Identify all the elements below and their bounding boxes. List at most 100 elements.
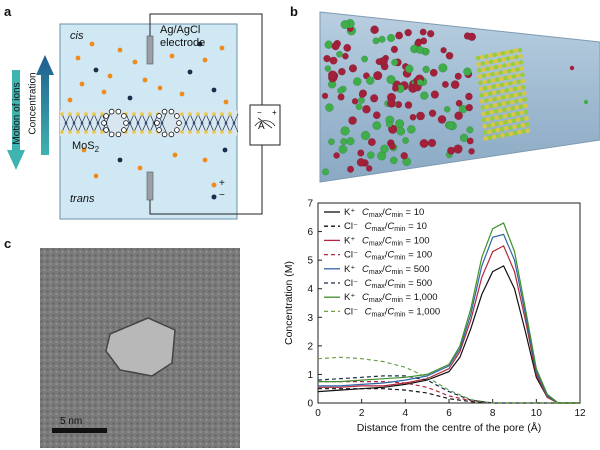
potassium-ion [396, 126, 406, 136]
slab-atom [523, 103, 528, 109]
potassium-ion [466, 126, 474, 134]
anion-dot [93, 67, 99, 73]
ammeter-icon [249, 104, 281, 146]
potassium-ion [385, 120, 393, 128]
slab-atom [518, 60, 524, 65]
pore-ion [168, 108, 175, 115]
pore-ion [121, 113, 127, 119]
slab-atom [494, 121, 500, 127]
y-axis-label: Concentration (M) [283, 261, 295, 345]
mo-atom [232, 121, 236, 125]
mos2-subscript: 2 [94, 145, 100, 155]
slab-atom [514, 98, 519, 104]
slab-atom [514, 105, 520, 110]
slab-atom [513, 48, 519, 54]
slab-atom [489, 65, 495, 71]
svg-text:−: − [257, 108, 262, 117]
slab-atom [521, 84, 526, 90]
sulfur-atom [92, 112, 96, 116]
anion-dot [222, 147, 228, 153]
slab-atom [513, 92, 519, 98]
x-axis-label: Distance from the centre of the pore (Å) [357, 421, 541, 434]
potassium-ion [367, 151, 375, 159]
slab-atom [502, 69, 508, 75]
slab-atom [488, 53, 493, 58]
slab-atom [522, 97, 528, 102]
slab-atom [495, 127, 501, 133]
cation-dot [202, 57, 208, 63]
sulfur-atom [132, 130, 136, 134]
chloride-ion [370, 94, 379, 103]
chloride-ion [373, 71, 383, 81]
chloride-ion [419, 139, 429, 148]
y-tick-label: 6 [307, 227, 313, 238]
sulfur-atom [84, 112, 88, 116]
simulation-image [319, 11, 600, 183]
mo-atom [184, 121, 188, 125]
potassium-ion [328, 138, 335, 146]
slab-atom [499, 126, 505, 132]
series-line [318, 388, 580, 404]
slab-atom [492, 52, 498, 58]
chloride-ion [445, 51, 454, 60]
svg-text:+: + [272, 108, 277, 117]
sulfur-atom [180, 112, 184, 116]
legend-label: K⁺ Cmax/Cmin = 100 [344, 235, 430, 247]
slab-atom [482, 123, 487, 129]
potassium-ion [404, 64, 414, 74]
potassium-ion [391, 58, 399, 66]
slab-atom [523, 109, 529, 115]
slab-atom [519, 110, 525, 116]
anion-legend-label: − [219, 190, 225, 201]
chloride-ion [329, 56, 338, 65]
cation-dot [137, 165, 143, 171]
scale-bar [52, 428, 107, 433]
chloride-ion [321, 92, 329, 100]
chloride-ion [400, 151, 408, 160]
chloride-ion [454, 72, 462, 80]
sulfur-atom [188, 130, 192, 134]
bottom-electrode [146, 171, 154, 201]
slab-atom [476, 68, 482, 73]
concentration-label: Concentration [27, 72, 39, 135]
sulfur-atom [60, 130, 64, 134]
slab-atom [485, 66, 490, 72]
chloride-ion [348, 116, 357, 125]
anion-dot [117, 157, 123, 163]
slab-atom [481, 111, 486, 117]
series-line [318, 233, 580, 404]
mo-atom [224, 121, 228, 125]
slab-atom [507, 74, 513, 80]
slab-atom [515, 111, 520, 116]
y-tick-label: 2 [307, 341, 313, 352]
slab-atom [510, 105, 516, 111]
pore-ring-ions [101, 108, 182, 138]
slab-atom [500, 95, 506, 100]
chloride-ion [450, 80, 460, 90]
slab-atom [519, 66, 525, 71]
chloride-ion [347, 165, 355, 173]
potassium-ion [324, 65, 332, 72]
scale-bar-label: 5 nm [60, 416, 83, 427]
potassium-ion [446, 121, 455, 130]
chloride-ion [331, 42, 340, 51]
pore-ion [168, 131, 175, 138]
x-tick-label: 2 [359, 408, 365, 419]
chloride-ion [430, 90, 440, 99]
slab-atom [511, 118, 517, 123]
mo-atom [72, 121, 76, 125]
chloride-ion [338, 67, 346, 76]
sulfur-atom [132, 112, 136, 116]
chloride-ion [372, 111, 381, 120]
cation-dot [223, 99, 229, 105]
y-tick-label: 5 [307, 256, 313, 267]
slab-atom [490, 122, 496, 127]
cation-dot [179, 91, 185, 97]
pore-ion [115, 108, 122, 115]
sulfur-atom [68, 112, 72, 116]
mos2-slab [475, 47, 531, 141]
mo-atom [96, 121, 100, 125]
pore-ion [161, 131, 168, 138]
potassium-ion [422, 65, 430, 74]
wire-top [149, 13, 263, 105]
